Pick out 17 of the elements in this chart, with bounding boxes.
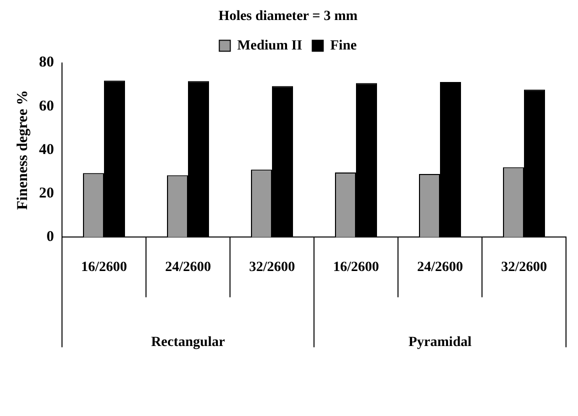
chart-title: Holes diameter = 3 mm — [218, 9, 358, 24]
y-tick-label: 60 — [39, 98, 54, 114]
legend-label: Fine — [330, 38, 357, 54]
x-tick-label: 24/2600 — [165, 260, 211, 276]
x-tick-label: 16/2600 — [333, 260, 379, 276]
x-tick-label: 32/2600 — [501, 260, 547, 276]
x-tick-label: 24/2600 — [417, 260, 463, 276]
y-tick-label: 0 — [46, 229, 54, 246]
text: Rectangular — [151, 334, 225, 350]
x-tick-label: 32/2600 — [249, 260, 295, 276]
text: Pyramidal — [408, 334, 472, 350]
y-tick-label: 40 — [39, 142, 54, 158]
y-axis-title: Fineness degree % — [14, 90, 31, 210]
y-tick-label: 20 — [39, 185, 54, 202]
y-tick-label: 80 — [39, 54, 54, 71]
legend-label: Medium II — [237, 38, 302, 54]
x-tick-label: 16/2600 — [81, 260, 127, 276]
